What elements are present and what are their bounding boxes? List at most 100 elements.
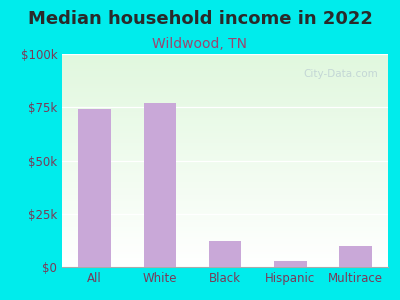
Bar (62, 77, 388, 80)
Bar (62, 156, 388, 158)
Bar (62, 246, 388, 248)
Bar (62, 122, 388, 124)
Bar (62, 56, 388, 58)
Bar (62, 167, 388, 169)
Bar (62, 199, 388, 201)
Bar (62, 64, 388, 67)
Bar (62, 128, 388, 131)
Bar (62, 178, 388, 180)
Bar (62, 180, 388, 182)
Bar (62, 252, 388, 254)
Bar (62, 214, 388, 216)
Bar (62, 107, 388, 110)
Bar (62, 158, 388, 160)
Bar (62, 105, 388, 107)
Bar (62, 231, 388, 233)
Bar (62, 220, 388, 222)
Bar (62, 58, 388, 60)
Bar (274, 261, 306, 267)
Bar (62, 80, 388, 82)
Bar (62, 97, 388, 99)
Bar (62, 256, 388, 259)
Bar (62, 152, 388, 154)
Bar (62, 216, 388, 218)
Bar (62, 114, 388, 116)
Bar (209, 242, 241, 267)
Bar (62, 233, 388, 235)
Bar (62, 235, 388, 237)
Bar (78, 110, 111, 267)
Bar (62, 188, 388, 190)
Bar (62, 244, 388, 246)
Bar (62, 193, 388, 195)
Bar (62, 94, 388, 97)
Bar (62, 84, 388, 86)
Bar (62, 226, 388, 229)
Bar (62, 197, 388, 199)
Bar (62, 120, 388, 122)
Bar (62, 242, 388, 244)
Bar (62, 143, 388, 146)
Bar (62, 218, 388, 220)
Bar (62, 182, 388, 184)
Bar (62, 90, 388, 92)
Bar (62, 73, 388, 75)
Bar (62, 239, 388, 242)
Bar (62, 60, 388, 62)
Bar (62, 88, 388, 90)
Bar (339, 246, 372, 267)
Bar (62, 229, 388, 231)
Bar (144, 103, 176, 267)
Bar (62, 135, 388, 137)
Bar (62, 141, 388, 143)
Bar (62, 163, 388, 165)
Bar (62, 195, 388, 197)
Bar (62, 69, 388, 71)
Bar (62, 212, 388, 214)
Bar (62, 131, 388, 133)
Bar (62, 148, 388, 150)
Bar (62, 190, 388, 193)
Bar (62, 160, 388, 163)
Bar (62, 222, 388, 224)
Bar (62, 259, 388, 261)
Bar (62, 133, 388, 135)
Bar (62, 265, 388, 267)
Text: Median household income in 2022: Median household income in 2022 (28, 11, 372, 28)
Bar (62, 99, 388, 101)
Text: Wildwood, TN: Wildwood, TN (152, 38, 248, 52)
Bar (62, 101, 388, 103)
Bar (62, 112, 388, 114)
Bar (62, 110, 388, 112)
Bar (62, 184, 388, 186)
Bar (62, 154, 388, 156)
Bar (62, 209, 388, 211)
Bar (62, 248, 388, 250)
Bar (62, 224, 388, 226)
Bar (62, 205, 388, 207)
Bar (62, 62, 388, 64)
Bar (62, 254, 388, 256)
Bar (62, 118, 388, 120)
Bar (62, 86, 388, 88)
Bar (62, 201, 388, 203)
Bar (62, 150, 388, 152)
Bar (62, 92, 388, 95)
Bar (62, 54, 388, 56)
Bar (62, 237, 388, 239)
Bar (62, 169, 388, 171)
Bar (62, 126, 388, 128)
Bar (62, 263, 388, 265)
Bar (62, 250, 388, 252)
Bar (62, 75, 388, 77)
Bar (62, 261, 388, 263)
Bar (62, 103, 388, 105)
Bar (62, 176, 388, 178)
Bar (62, 207, 388, 209)
Bar (62, 165, 388, 167)
Bar (62, 116, 388, 118)
Bar (62, 67, 388, 69)
Bar (62, 124, 388, 126)
Bar (62, 171, 388, 173)
Bar (62, 146, 388, 148)
